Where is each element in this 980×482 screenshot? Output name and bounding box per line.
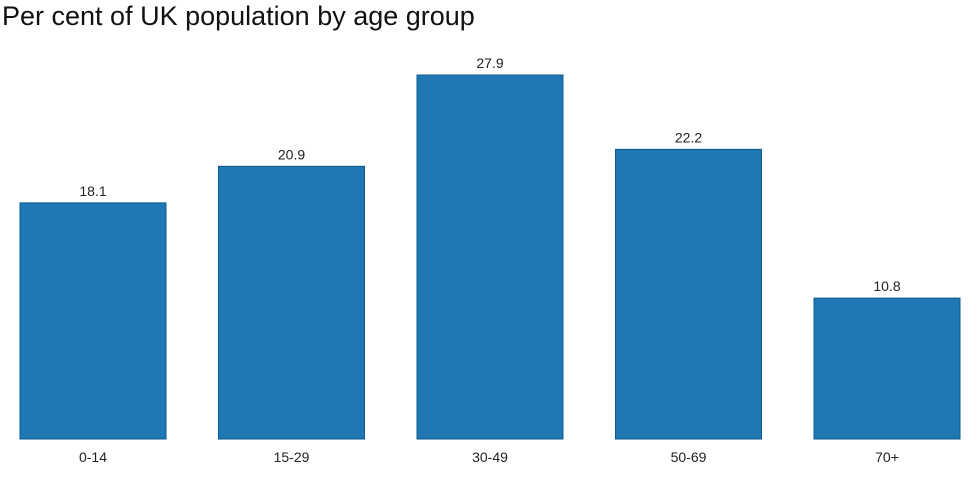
x-tick-labels-group: 0-14 15-29 30-49 50-69 70+ xyxy=(79,449,899,465)
bar-70 xyxy=(813,297,961,440)
data-label-30-49: 27.9 xyxy=(476,55,503,71)
data-label-0-14: 18.1 xyxy=(79,183,106,199)
data-label-15-29: 20.9 xyxy=(278,146,305,162)
bar-15-29 xyxy=(218,165,365,440)
bars-group xyxy=(19,74,961,440)
x-tick-label-0-14: 0-14 xyxy=(79,449,107,465)
x-tick-label-15-29: 15-29 xyxy=(274,449,310,465)
data-label-70: 10.8 xyxy=(873,278,900,294)
data-labels-group: 18.1 20.9 27.9 22.2 10.8 xyxy=(79,55,900,294)
x-tick-label-50-69: 50-69 xyxy=(671,449,707,465)
bar-30-49 xyxy=(416,74,564,440)
data-label-50-69: 22.2 xyxy=(675,129,702,145)
x-tick-label-30-49: 30-49 xyxy=(472,449,508,465)
bar-50-69 xyxy=(615,148,762,440)
x-tick-label-70: 70+ xyxy=(875,449,899,465)
bar-0-14 xyxy=(19,202,167,440)
chart-title: Per cent of UK population by age group xyxy=(2,1,475,31)
